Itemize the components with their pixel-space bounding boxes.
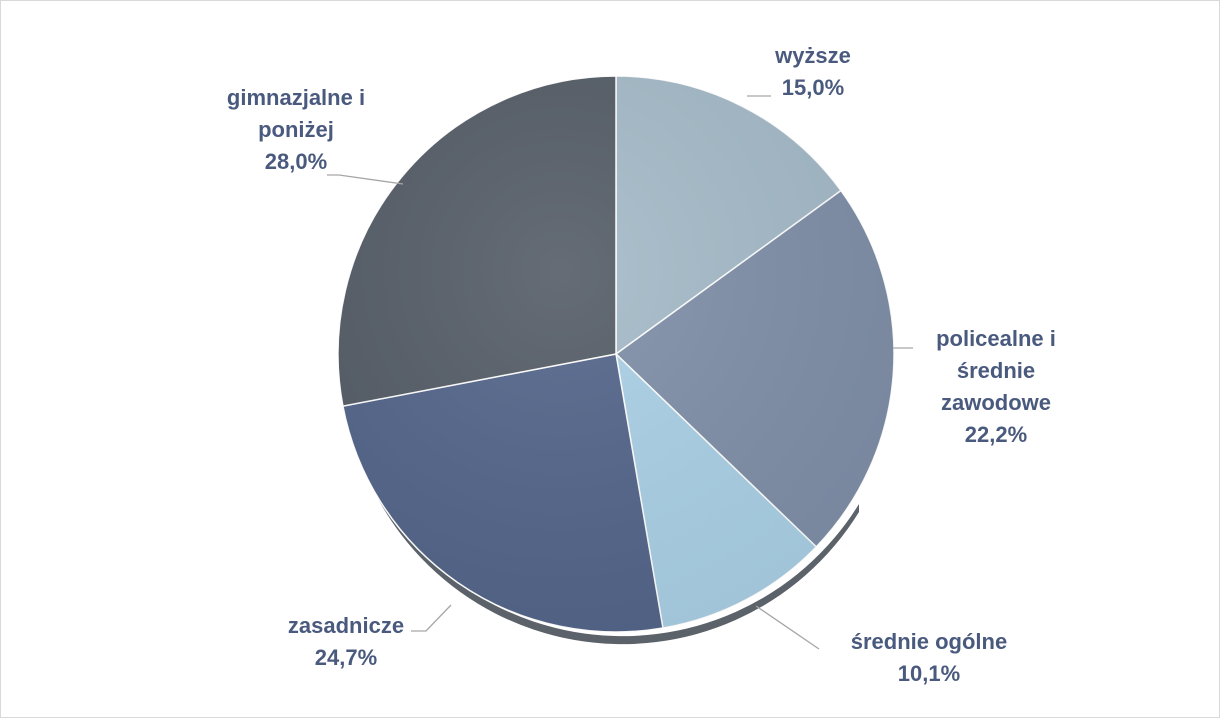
data-label-zasadnicze: zasadnicze 24,7%: [288, 613, 404, 670]
leader-line-gimnazjalne-i-ponizej: [327, 174, 404, 185]
data-label-wyzsze: wyższe 15,0%: [774, 43, 851, 100]
leader-lines: [327, 95, 913, 650]
pie-slice-gimnazjalne-i-ponizej: [337, 75, 617, 407]
data-labels: wyższe 15,0% policealne i średnie zawodowe 22…: [227, 43, 1056, 686]
data-label-srednie-ogolne: średnie ogólne 10,1%: [851, 629, 1007, 686]
data-label-policealne-i-srednie-zawodowe: policealne i średnie zawodowe 22,2%: [936, 326, 1056, 447]
data-label-gimnazjalne-i-ponizej: gimnazjalne i poniżej 28,0%: [227, 85, 365, 174]
leader-line-srednie-ogolne: [755, 605, 820, 650]
pie-slices: [337, 75, 895, 645]
leader-line-zasadnicze: [411, 604, 452, 632]
